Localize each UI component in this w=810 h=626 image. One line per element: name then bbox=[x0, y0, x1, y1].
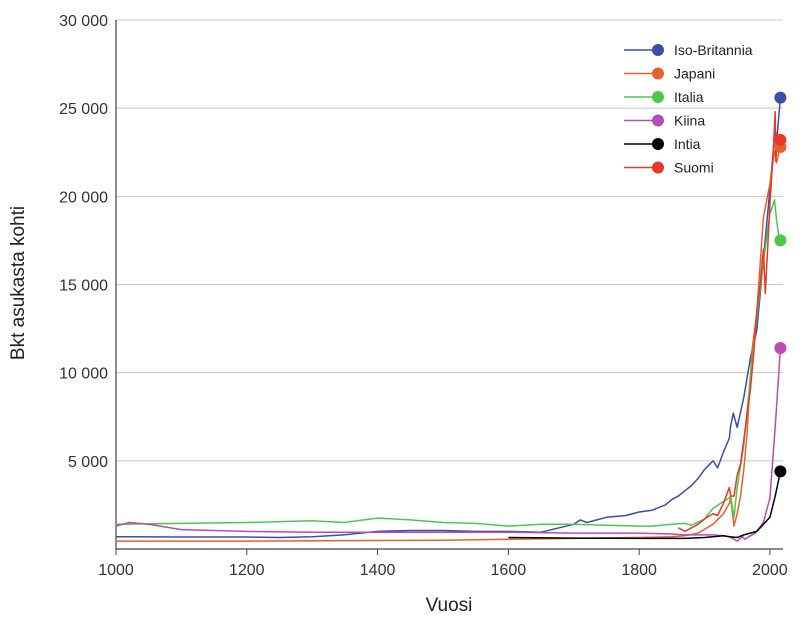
x-tick-label: 1800 bbox=[621, 562, 657, 579]
series-end-point bbox=[774, 341, 787, 354]
y-tick-label: 25 000 bbox=[59, 101, 108, 118]
axes: 5 000 10 000 15 000 20 000 25 000 30 000 1000 1… bbox=[59, 13, 788, 579]
legend-label: Iso-Britannia bbox=[674, 42, 753, 58]
legend-label: Suomi bbox=[674, 160, 714, 176]
y-tick-label: 5 000 bbox=[68, 454, 108, 471]
series-line bbox=[508, 471, 782, 540]
series-line bbox=[115, 97, 782, 539]
series-line bbox=[115, 347, 782, 542]
x-tick-label: 2000 bbox=[752, 562, 788, 579]
legend-label: Italia bbox=[674, 89, 704, 105]
y-axis-title: Bkt asukasta kohti bbox=[8, 206, 29, 360]
legend-label: Intia bbox=[674, 136, 701, 152]
legend-swatch-marker bbox=[652, 67, 664, 80]
legend-swatch-marker bbox=[652, 161, 664, 174]
y-tick-label: 15 000 bbox=[59, 278, 108, 295]
series-end-point bbox=[774, 133, 787, 146]
x-tick-label: 1600 bbox=[491, 562, 527, 579]
grid bbox=[116, 19, 783, 462]
y-tick-label: 10 000 bbox=[59, 366, 108, 383]
series-line bbox=[116, 146, 782, 542]
legend-label: Japani bbox=[674, 66, 715, 82]
series-line bbox=[678, 110, 782, 533]
x-tick-label: 1000 bbox=[98, 562, 134, 579]
series-line bbox=[115, 199, 782, 527]
series-end-point bbox=[774, 465, 787, 478]
x-tick-label: 1400 bbox=[360, 562, 396, 579]
legend-swatch-marker bbox=[652, 44, 664, 56]
series-end-point bbox=[774, 234, 787, 247]
y-tick-label: 30 000 bbox=[59, 13, 108, 30]
legend-label: Kiina bbox=[674, 113, 705, 129]
legend-swatch-marker bbox=[652, 114, 664, 127]
x-tick-label: 1200 bbox=[229, 562, 265, 579]
legend: Iso-Britannia Japani Italia Kiina Intia Suomi bbox=[624, 42, 753, 176]
x-axis-title: Vuosi bbox=[426, 595, 473, 616]
legend-swatch-marker bbox=[652, 91, 664, 103]
series bbox=[115, 91, 787, 542]
y-tick-label: 20 000 bbox=[59, 189, 108, 206]
legend-swatch-marker bbox=[652, 138, 664, 150]
series-end-point bbox=[774, 91, 787, 104]
